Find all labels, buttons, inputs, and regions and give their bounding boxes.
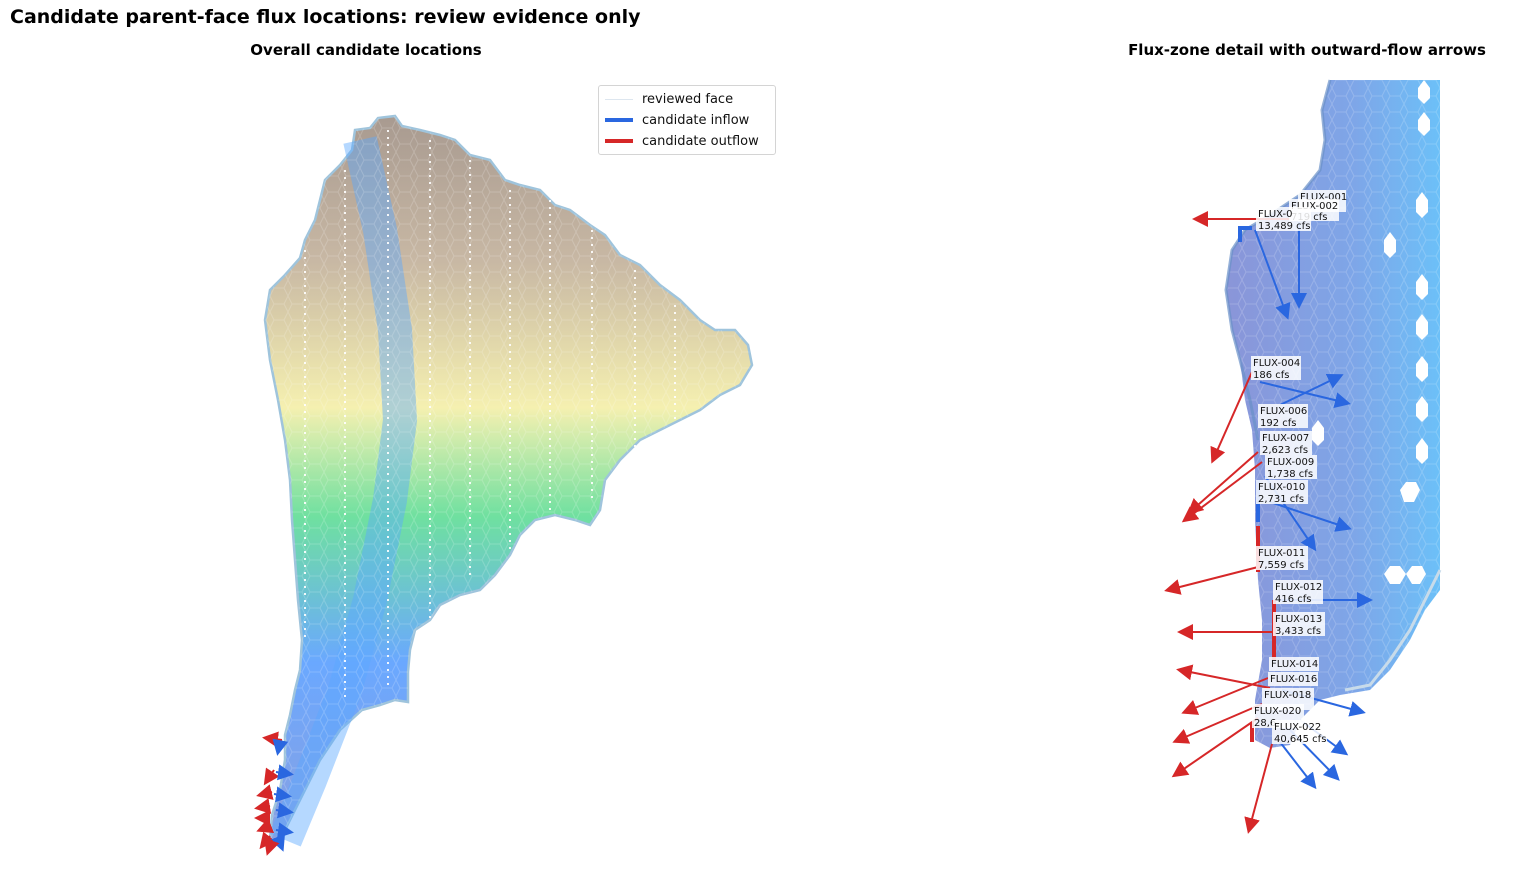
inflow-arrow <box>1279 374 1344 406</box>
outflow-arrow <box>1187 451 1259 515</box>
reviewed-face-markers <box>304 130 676 700</box>
legend-item-candidate-inflow: candidate inflow <box>605 110 749 130</box>
flux-label-value: 416 cfs <box>1275 594 1312 605</box>
flux-label-016: FLUX-016 <box>1268 672 1318 686</box>
flux-label-id: FLUX-022 <box>1274 722 1321 733</box>
legend-swatch <box>605 118 633 122</box>
figure-title: Candidate parent-face flux locations: re… <box>10 6 641 28</box>
flux-label-id: FLUX-014 <box>1271 659 1318 670</box>
legend-swatch <box>605 139 633 143</box>
flux-label-id: FLUX-001 <box>1300 192 1347 203</box>
flux-label-003: FLUX-013,489 cfs <box>1256 207 1311 232</box>
overview-inflow-arrow <box>275 764 294 781</box>
outflow-arrow <box>1181 461 1263 523</box>
overview-outflow-arrow <box>259 831 276 850</box>
flux-label-value: 1,738 cfs <box>1267 469 1313 480</box>
outflow-arrow <box>1172 703 1263 744</box>
map-legend: reviewed face candidate inflow candidate… <box>598 85 776 155</box>
overview-outflow-arrow <box>256 784 274 800</box>
zoom-holes <box>1312 80 1430 584</box>
overview-flux-arrows <box>254 731 294 856</box>
flux-label-value: 7,559 cfs <box>1258 560 1304 571</box>
flux-labels: FLUX-001 FLUX-002719 cfs FLUX-013,489 cf… <box>1251 190 1347 745</box>
legend-label: reviewed face <box>642 91 734 107</box>
flux-label-id: FLUX-013 <box>1275 614 1322 625</box>
flux-label-value: 2,731 cfs <box>1258 494 1304 505</box>
outflow-arrow <box>1164 565 1263 595</box>
legend-item-candidate-outflow: candidate outflow <box>605 131 759 151</box>
overview-inflow-arrow <box>275 802 294 819</box>
left-panel-title: Overall candidate locations <box>250 41 482 59</box>
flux-label-value: 2,623 cfs <box>1262 445 1308 456</box>
overview-outflow-arrow <box>254 798 272 814</box>
flux-label-id: FLUX-016 <box>1270 674 1317 685</box>
flux-label-id: FLUX-010 <box>1258 482 1305 493</box>
overview-outflow-arrow <box>262 731 283 748</box>
outflow-arrow <box>1244 743 1273 834</box>
flux-label-id: FLUX-009 <box>1267 457 1314 468</box>
flux-label-value: 186 cfs <box>1253 370 1290 381</box>
flux-label-value: 3,433 cfs <box>1275 626 1321 637</box>
overview-outflow-arrow <box>263 767 280 786</box>
zoom-boundary-line <box>1344 569 1442 692</box>
overview-outflow-arrow <box>256 818 275 833</box>
overview-inflow-arrow <box>275 822 294 839</box>
right-panel-title: Flux-zone detail with outward-flow arrow… <box>1128 41 1486 59</box>
legend-label: candidate inflow <box>642 112 750 128</box>
flux-label-id: FLUX-002 <box>1291 201 1338 212</box>
inflow-arrow <box>1259 381 1351 408</box>
flux-label-value: 40,645 cfs <box>1274 734 1326 745</box>
outflow-arrow <box>1176 664 1271 689</box>
inflow-arrow <box>1254 229 1291 320</box>
flux-label-value: 192 cfs <box>1260 418 1297 429</box>
flux-label-id: FLUX-004 <box>1253 358 1300 369</box>
overview-inflow-arrow <box>272 738 289 756</box>
flux-label-value: 13,489 cfs <box>1258 221 1310 232</box>
flux-label-id: FLUX-0 <box>1258 209 1292 220</box>
watershed-overview <box>263 114 754 847</box>
flux-label-014: FLUX-014 <box>1269 657 1319 671</box>
legend-label: candidate outflow <box>642 133 759 149</box>
watershed-hex-overlay <box>265 116 752 845</box>
flux-label-value: 28,6 <box>1254 718 1276 729</box>
outflow-arrow <box>1171 717 1259 778</box>
flux-label-id: FLUX-020 <box>1254 706 1301 717</box>
flux-label-id: FLUX-006 <box>1260 406 1307 417</box>
inflow-face-segment <box>1238 226 1252 242</box>
overview-inflow-arrow <box>273 786 292 803</box>
inflow-arrow <box>1279 741 1317 790</box>
outflow-arrow <box>1181 677 1269 715</box>
outflow-arrow <box>1210 371 1253 464</box>
legend-swatch <box>605 98 633 100</box>
inflow-arrow <box>1269 501 1352 532</box>
flux-label-id: FLUX-018 <box>1264 690 1311 701</box>
flux-label-id: FLUX-007 <box>1262 433 1309 444</box>
overview-outflow-arrow <box>264 838 280 856</box>
flux-label-id: FLUX-012 <box>1275 582 1322 593</box>
legend-item-reviewed-face: reviewed face <box>605 89 733 109</box>
flux-label-id: FLUX-011 <box>1258 548 1305 559</box>
